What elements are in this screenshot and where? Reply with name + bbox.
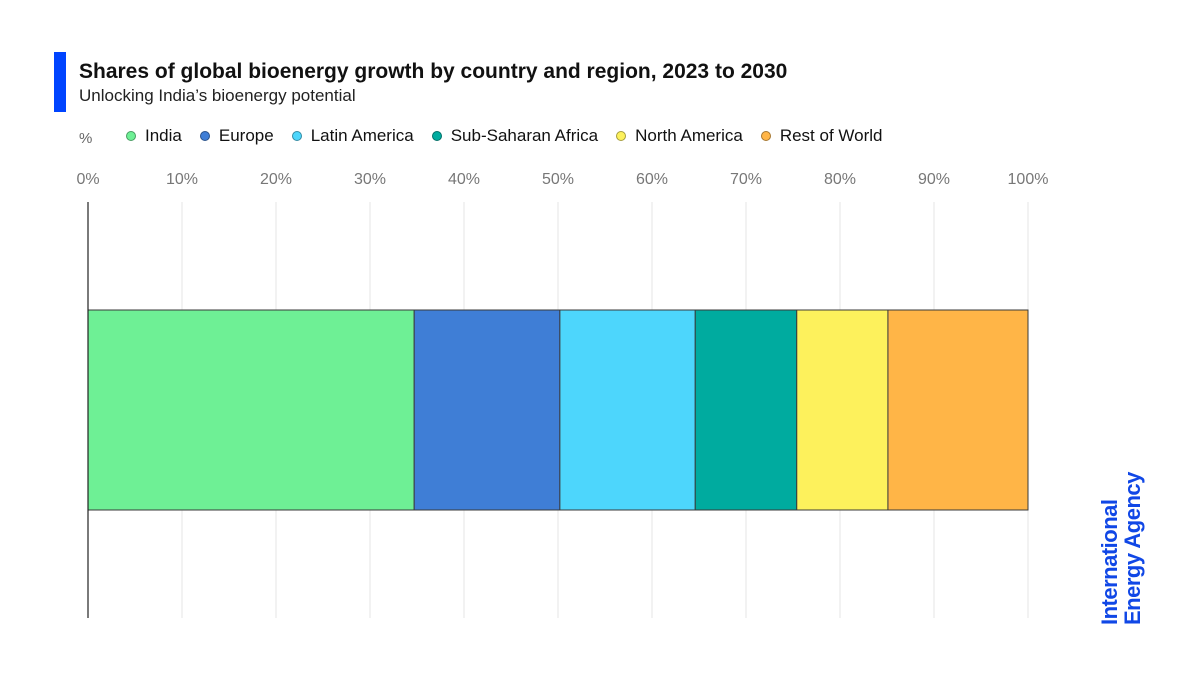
legend-item: Latin America	[291, 126, 414, 146]
logo-line-2: Energy Agency	[1120, 472, 1145, 625]
legend-item: India	[126, 126, 182, 146]
x-tick-label: 90%	[918, 171, 950, 188]
x-tick-label: 20%	[260, 171, 292, 188]
x-tick-label: 100%	[1008, 171, 1049, 188]
chart-subtitle: Unlocking India’s bioenergy potential	[79, 86, 356, 105]
legend-label: Latin America	[310, 126, 414, 145]
title-accent-bar	[54, 52, 66, 112]
legend-label: Sub-Saharan Africa	[450, 126, 599, 145]
legend-dot-icon	[760, 131, 771, 141]
legend-item: Rest of World	[760, 126, 883, 146]
bar-segment-india	[87, 309, 415, 511]
x-tick-label: 30%	[354, 171, 386, 188]
iea-logo: International Energy Agency	[1097, 465, 1154, 625]
x-tick-label: 50%	[542, 171, 574, 188]
bar-segment-north-america	[796, 309, 889, 511]
logo-line-1: International	[1097, 499, 1122, 625]
bar-segment-rest-of-world	[887, 309, 1029, 511]
x-tick-label: 60%	[636, 171, 668, 188]
legend-dot-icon	[616, 131, 627, 141]
legend-label: India	[145, 126, 182, 145]
legend-item: Sub-Saharan Africa	[431, 126, 599, 146]
unit-label: %	[79, 130, 93, 147]
x-tick-label: 10%	[166, 171, 198, 188]
bar-segment-latin-america	[559, 309, 696, 511]
legend: India Europe Latin America Sub-Saharan Afri…	[126, 126, 901, 146]
legend-label: North America	[635, 126, 743, 145]
x-tick-label: 40%	[448, 171, 480, 188]
legend-dot-icon	[126, 131, 136, 141]
legend-dot-icon	[291, 131, 302, 141]
legend-label: Europe	[218, 126, 274, 145]
x-tick-label: 0%	[76, 171, 99, 188]
bar-segment-europe	[413, 309, 561, 511]
legend-dot-icon	[431, 131, 442, 141]
legend-dot-icon	[199, 131, 210, 141]
chart-title: Shares of global bioenergy growth by cou…	[79, 60, 788, 83]
x-tick-label: 80%	[824, 171, 856, 188]
legend-item: Europe	[199, 126, 274, 146]
legend-item: North America	[616, 126, 743, 146]
legend-label: Rest of World	[779, 126, 883, 145]
x-tick-label: 70%	[730, 171, 762, 188]
bar-segment-sub-saharan-africa	[694, 309, 798, 511]
